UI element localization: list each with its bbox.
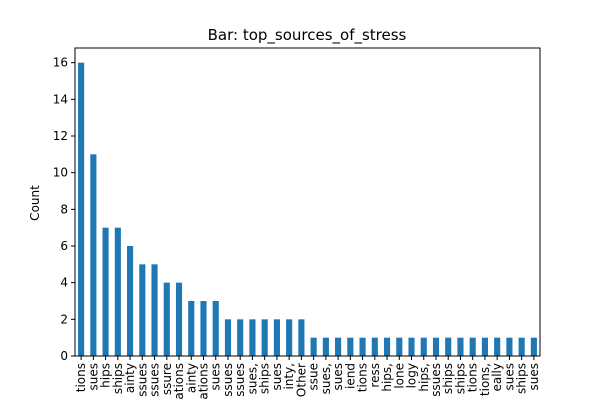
bar-17 [286,319,293,356]
x-tick-label-22: iend [343,363,357,389]
chart-title: Bar: top_sources_of_stress [208,26,407,45]
x-tick-label-11: sues [209,363,223,391]
bar-28 [420,337,427,356]
x-tick-label-17: inty, [282,363,296,390]
x-tick-label-16: sues [270,363,284,391]
x-axis-ticks: tionssueshipsshipsaintyssuesssuesssureat… [74,356,541,400]
x-tick-label-27: logy [405,363,419,388]
bar-23 [359,337,366,356]
bar-26 [396,337,403,356]
bar-5 [139,264,146,356]
x-tick-label-24: ress [368,363,382,388]
y-tick-label-2: 4 [60,276,68,290]
x-tick-label-26: lone [392,363,406,389]
bar-29 [432,337,440,356]
bar-8 [175,282,183,356]
x-tick-label-20: sues, [319,363,333,394]
y-tick-label-4: 8 [60,202,68,216]
x-tick-label-15: ships [258,363,272,394]
bar-33 [481,337,488,356]
x-tick-label-18: Other [294,363,308,397]
y-tick-label-7: 14 [53,92,68,106]
bar-1 [90,154,97,356]
x-tick-label-5: ssues [135,363,149,397]
y-axis-label: Count [28,185,42,221]
x-tick-label-9: ainty [184,363,198,393]
bar-19 [310,337,317,356]
x-tick-label-13: ssues [233,363,247,397]
x-tick-label-29: ssues [429,363,443,397]
bar-32 [469,337,476,356]
x-tick-label-2: hips [99,363,113,388]
bar-3 [114,227,121,356]
x-tick-label-34: eally [490,363,504,392]
bar-18 [298,319,305,356]
bar-20 [322,337,329,356]
bar-24 [371,337,378,356]
x-tick-label-23: tions [356,363,370,392]
y-tick-label-3: 6 [60,239,68,253]
bar-12 [224,319,232,356]
bar-0 [78,62,85,357]
x-tick-label-6: ssues [148,363,162,397]
x-tick-label-1: sues [86,363,100,391]
bar-15 [261,319,268,356]
y-axis-ticks: 0 2 4 6 8 10 12 14 16 [53,56,75,363]
bar-11 [212,301,219,356]
y-tick-label-0: 0 [60,349,68,363]
bar-2 [102,227,109,356]
bar-25 [383,337,391,356]
x-tick-label-0: tions [74,363,88,392]
bar-36 [518,337,525,356]
x-tick-label-35: sues [502,363,516,391]
y-tick-label-5: 10 [53,166,68,180]
x-tick-label-28: hips, [417,363,431,392]
bar-14 [249,319,256,356]
y-tick-label-6: 12 [53,129,68,143]
bars-group [78,62,537,357]
x-tick-label-12: ssues [221,363,235,397]
x-tick-label-37: sues [527,363,541,391]
bar-22 [347,337,354,356]
x-tick-label-25: hips, [380,363,394,392]
x-tick-label-8: ations [172,363,186,400]
x-tick-label-33: tions, [478,363,492,396]
x-tick-label-4: ainty [123,363,137,393]
x-tick-label-7: ssure [160,363,174,395]
x-tick-label-31: ships [453,363,467,394]
bar-31 [457,337,464,356]
bar-21 [335,337,342,356]
x-tick-label-14: sues, [245,363,259,394]
bar-6 [151,264,158,356]
bar-7 [163,282,170,356]
bar-34 [494,337,501,356]
bar-30 [445,337,452,356]
x-tick-label-10: ations [196,363,210,400]
bar-27 [408,337,415,356]
y-tick-label-1: 2 [60,312,68,326]
bar-4 [127,246,134,356]
bar-37 [530,337,537,356]
x-tick-label-32: tions [466,363,480,392]
bar-16 [273,319,280,356]
x-tick-label-3: ships [111,363,125,394]
plot-frame [74,47,541,357]
x-tick-label-21: sues [331,363,345,391]
bar-9 [188,301,195,356]
x-tick-label-36: ships [515,363,529,394]
bar-35 [506,337,513,356]
x-tick-label-19: ssue [307,363,321,391]
bar-13 [237,319,244,356]
y-tick-label-8: 16 [53,56,68,70]
bar-10 [200,301,207,356]
x-tick-label-30: ships [441,363,455,394]
